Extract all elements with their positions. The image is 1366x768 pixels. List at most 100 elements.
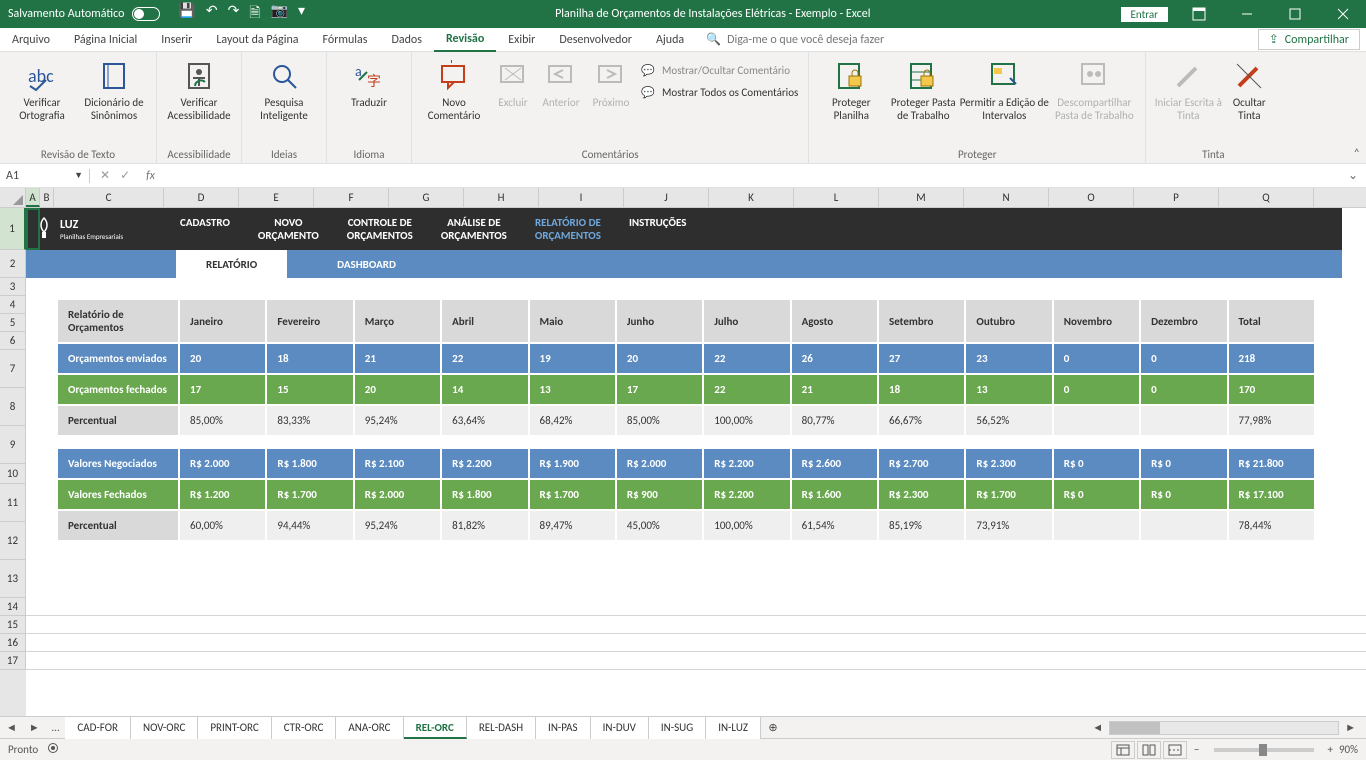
row-header-17[interactable]: 17: [0, 652, 26, 670]
row-header-6[interactable]: 6: [0, 332, 26, 350]
zoom-slider[interactable]: [1214, 748, 1314, 752]
macro-record-icon[interactable]: [48, 743, 58, 756]
col-header-P[interactable]: P: [1134, 188, 1219, 207]
col-header-L[interactable]: L: [794, 188, 879, 207]
col-header-I[interactable]: I: [539, 188, 624, 207]
sheet-tab[interactable]: IN-LUZ: [706, 717, 761, 739]
view-pagebreak-icon[interactable]: [1163, 741, 1187, 759]
fx-icon[interactable]: fx: [140, 169, 161, 183]
sheet-nav-prev-icon[interactable]: ◄: [0, 721, 23, 734]
enter-formula-icon[interactable]: ✓: [120, 168, 130, 183]
sheet-tab[interactable]: NOV-ORC: [131, 717, 198, 739]
col-header-Q[interactable]: Q: [1219, 188, 1314, 207]
sheet-tab[interactable]: REL-ORC: [404, 717, 467, 739]
col-header-N[interactable]: N: [964, 188, 1049, 207]
col-header-A[interactable]: A: [26, 188, 40, 207]
sheet-tab[interactable]: IN-PAS: [536, 717, 591, 739]
proteger-planilha-button[interactable]: Proteger Planilha: [815, 56, 887, 122]
row-header-11[interactable]: 11: [0, 484, 26, 522]
excluir-comentario-button[interactable]: Excluir: [490, 56, 536, 109]
nav-item[interactable]: NOVOORÇAMENTO: [244, 216, 333, 242]
menu-tab-layout-da-página[interactable]: Layout da Página: [204, 28, 310, 52]
sheet-nav-next-icon[interactable]: ►: [23, 721, 46, 734]
qat-customize-icon[interactable]: ▾: [298, 2, 305, 26]
sheet-tab[interactable]: CTR-ORC: [272, 717, 337, 739]
collapse-ribbon-icon[interactable]: ˄: [1354, 147, 1360, 161]
col-header-K[interactable]: K: [709, 188, 794, 207]
row-header-12[interactable]: 12: [0, 522, 26, 560]
select-all-corner[interactable]: [0, 188, 26, 207]
hscroll-thumb[interactable]: [1110, 722, 1160, 734]
maximize-icon[interactable]: [1272, 0, 1318, 28]
menu-tab-exibir[interactable]: Exibir: [496, 28, 547, 52]
nav-item[interactable]: CONTROLE DEORÇAMENTOS: [333, 216, 427, 242]
row-header-9[interactable]: 9: [0, 426, 26, 464]
verificar-ortografia-button[interactable]: abc Verificar Ortografia: [6, 56, 78, 122]
col-header-D[interactable]: D: [164, 188, 239, 207]
cancel-formula-icon[interactable]: ✕: [100, 168, 110, 183]
col-header-F[interactable]: F: [314, 188, 389, 207]
novo-comentario-button[interactable]: + Novo Comentário: [418, 56, 490, 122]
menu-tab-dados[interactable]: Dados: [379, 28, 433, 52]
zoom-value[interactable]: 90%: [1339, 743, 1358, 756]
col-header-C[interactable]: C: [54, 188, 164, 207]
mostrar-todos-button[interactable]: 💬Mostrar Todos os Comentários: [636, 82, 802, 102]
row-header-10[interactable]: 10: [0, 464, 26, 484]
verificar-acessibilidade-button[interactable]: Verificar Acessibilidade: [163, 56, 235, 122]
new-sheet-button[interactable]: ⊕: [761, 721, 785, 734]
menu-tab-inserir[interactable]: Inserir: [149, 28, 204, 52]
sheet-area[interactable]: LUZPlanilhas Empresariais CADASTRONOVOOR…: [26, 208, 1366, 716]
row-headers[interactable]: 1234567891011121314151617: [0, 208, 26, 716]
qat-doc-icon[interactable]: 🗎: [249, 2, 260, 26]
col-header-M[interactable]: M: [879, 188, 964, 207]
row-header-8[interactable]: 8: [0, 388, 26, 426]
qat-camera-icon[interactable]: 📷: [271, 2, 288, 26]
menu-tab-arquivo[interactable]: Arquivo: [0, 28, 62, 52]
row-header-7[interactable]: 7: [0, 350, 26, 388]
iniciar-tinta-button[interactable]: Iniciar Escrita à Tinta: [1152, 56, 1224, 122]
col-header-G[interactable]: G: [389, 188, 464, 207]
mostrar-ocultar-button[interactable]: 💬Mostrar/Ocultar Comentário: [636, 60, 802, 80]
ribbon-display-icon[interactable]: [1176, 0, 1222, 28]
permitir-edicao-button[interactable]: Permitir a Edição de Intervalos: [959, 56, 1049, 122]
row-header-4[interactable]: 4: [0, 296, 26, 314]
sheet-tab[interactable]: IN-SUG: [649, 717, 706, 739]
view-normal-icon[interactable]: [1111, 741, 1135, 759]
autosave-toggle[interactable]: [132, 7, 160, 21]
row-header-14[interactable]: 14: [0, 598, 26, 616]
hscroll-left-icon[interactable]: ◄: [1086, 721, 1109, 734]
save-icon[interactable]: 💾: [178, 2, 195, 26]
col-header-E[interactable]: E: [239, 188, 314, 207]
menu-tab-ajuda[interactable]: Ajuda: [644, 28, 696, 52]
nav-item[interactable]: CADASTRO: [166, 216, 244, 242]
tellme[interactable]: 🔍 Diga-me o que você deseja fazer: [706, 32, 884, 47]
undo-icon[interactable]: ↶: [206, 2, 218, 26]
row-header-3[interactable]: 3: [0, 278, 26, 296]
dicionario-sinonimos-button[interactable]: Dicionário de Sinônimos: [78, 56, 150, 122]
row-header-13[interactable]: 13: [0, 560, 26, 598]
row-header-1[interactable]: 1: [0, 208, 26, 250]
sheet-tab[interactable]: IN-DUV: [591, 717, 649, 739]
nav-item[interactable]: RELATÓRIO DEORÇAMENTOS: [521, 216, 615, 242]
name-box[interactable]: A1▼: [0, 169, 90, 183]
col-header-H[interactable]: H: [464, 188, 539, 207]
row-header-5[interactable]: 5: [0, 314, 26, 332]
chevron-down-icon[interactable]: ▼: [74, 170, 83, 181]
sheet-tab[interactable]: PRINT-ORC: [198, 717, 271, 739]
horizontal-scrollbar[interactable]: ◄ ►: [785, 721, 1366, 735]
row-header-16[interactable]: 16: [0, 634, 26, 652]
nav-item[interactable]: INSTRUÇÕES: [615, 216, 700, 242]
signin-button[interactable]: Entrar: [1121, 7, 1168, 22]
proteger-pasta-button[interactable]: Proteger Pasta de Trabalho: [887, 56, 959, 122]
traduzir-button[interactable]: a字 Traduzir: [333, 56, 405, 109]
redo-icon[interactable]: ↷: [228, 2, 240, 26]
sheet-tab[interactable]: CAD-FOR: [65, 717, 131, 739]
view-pagelayout-icon[interactable]: [1137, 741, 1161, 759]
menu-tab-desenvolvedor[interactable]: Desenvolvedor: [547, 28, 644, 52]
row-header-15[interactable]: 15: [0, 616, 26, 634]
share-button[interactable]: ⇪ Compartilhar: [1258, 29, 1360, 50]
nav-item[interactable]: ANÁLISE DEORÇAMENTOS: [427, 216, 521, 242]
sheet-tab[interactable]: ANA-ORC: [336, 717, 403, 739]
minimize-icon[interactable]: [1224, 0, 1270, 28]
proximo-comentario-button[interactable]: Próximo: [586, 56, 636, 109]
